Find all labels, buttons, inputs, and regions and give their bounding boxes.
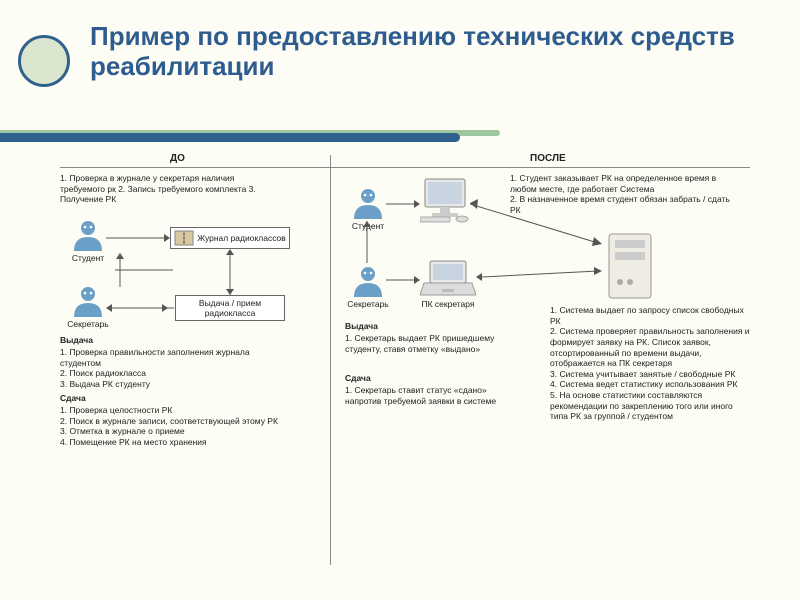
decorative-circle (18, 35, 70, 87)
after-return-steps: 1. Секретарь ставит статус «сдано» напро… (345, 385, 525, 406)
secretary-label: Секретарь (60, 319, 116, 329)
issue-heading: Выдача (60, 335, 93, 346)
monitor-icon (420, 177, 470, 223)
arrow-icon (386, 199, 420, 209)
journal-label: Журнал радиоклассов (197, 233, 286, 243)
pc-secretary-label: ПК секретаря (418, 299, 478, 309)
issue-steps: 1. Проверка правильности заполнения журн… (60, 347, 290, 390)
diagram: ДО ПОСЛЕ 1. Проверка в журнале у секрета… (60, 155, 760, 575)
person-icon (70, 283, 106, 319)
laptop-icon (420, 259, 476, 299)
journal-box: Журнал радиоклассов (170, 227, 290, 249)
return-steps: 1. Проверка целостности РК 2. Поиск в жу… (60, 405, 290, 448)
arrow-icon (386, 275, 420, 285)
journal-icon (174, 230, 194, 246)
secretary-label: Секретарь (342, 299, 394, 309)
page-title: Пример по предоставлению технических сре… (90, 22, 800, 82)
arrow-icon (470, 199, 604, 249)
arrow-icon (106, 233, 170, 243)
server-icon (605, 230, 655, 302)
after-return-heading: Сдача (345, 373, 371, 384)
after-issue-heading: Выдача (345, 321, 378, 332)
student-label: Студент (64, 253, 112, 263)
person-icon (70, 217, 106, 253)
col-after: ПОСЛЕ (530, 153, 566, 164)
person-icon (350, 185, 386, 221)
arrow-icon (225, 249, 235, 295)
after-issue-steps: 1. Секретарь выдает РК пришедшему студен… (345, 333, 525, 354)
after-system-steps: 1. Система выдает по запросу список своб… (550, 305, 750, 422)
arrow-icon (106, 303, 174, 313)
person-icon (350, 263, 386, 299)
decorative-stripes (0, 130, 500, 142)
issue-return-box: Выдача / прием радиокласса (175, 295, 285, 321)
before-top-steps: 1. Проверка в журнале у секретаря наличи… (60, 173, 280, 205)
arrow-icon (476, 267, 604, 283)
col-before: ДО (170, 153, 185, 164)
arrow-icon (362, 221, 372, 263)
arrow-icon (115, 265, 173, 275)
return-heading: Сдача (60, 393, 86, 404)
